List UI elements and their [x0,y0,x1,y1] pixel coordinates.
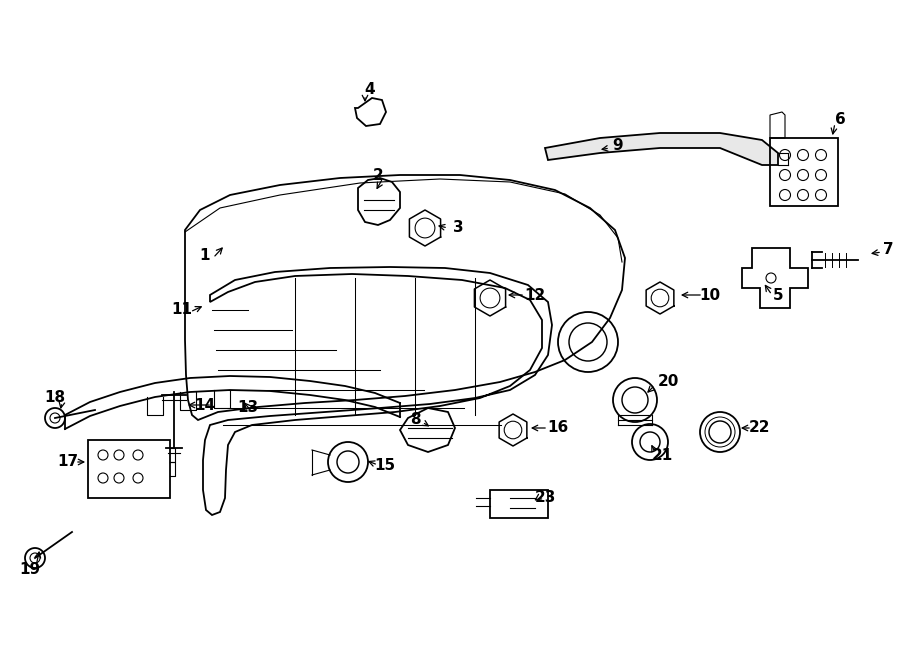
Text: 12: 12 [525,288,545,303]
Text: 10: 10 [699,288,721,303]
Text: 1: 1 [200,247,211,262]
Text: 21: 21 [652,447,672,463]
Text: 17: 17 [58,455,78,469]
Bar [88,440,170,498]
Text: 7: 7 [883,243,894,258]
Text: 20: 20 [657,375,679,389]
Polygon shape [545,133,778,165]
Text: 14: 14 [194,397,216,412]
Text: 16: 16 [547,420,569,436]
Text: 11: 11 [172,303,193,317]
Text: 6: 6 [834,112,845,128]
Text: 18: 18 [44,391,66,405]
Text: 3: 3 [453,221,464,235]
Text: 2: 2 [373,167,383,182]
Text: 5: 5 [773,288,783,303]
Text: 8: 8 [410,412,420,428]
Text: 4: 4 [364,83,375,98]
Text: 23: 23 [535,490,555,506]
Bar [770,138,838,206]
Text: 22: 22 [749,420,770,436]
Text: 13: 13 [238,401,258,416]
Text: 15: 15 [374,457,396,473]
Text: 9: 9 [613,137,624,153]
Text: 19: 19 [20,563,40,578]
Bar [490,490,548,518]
